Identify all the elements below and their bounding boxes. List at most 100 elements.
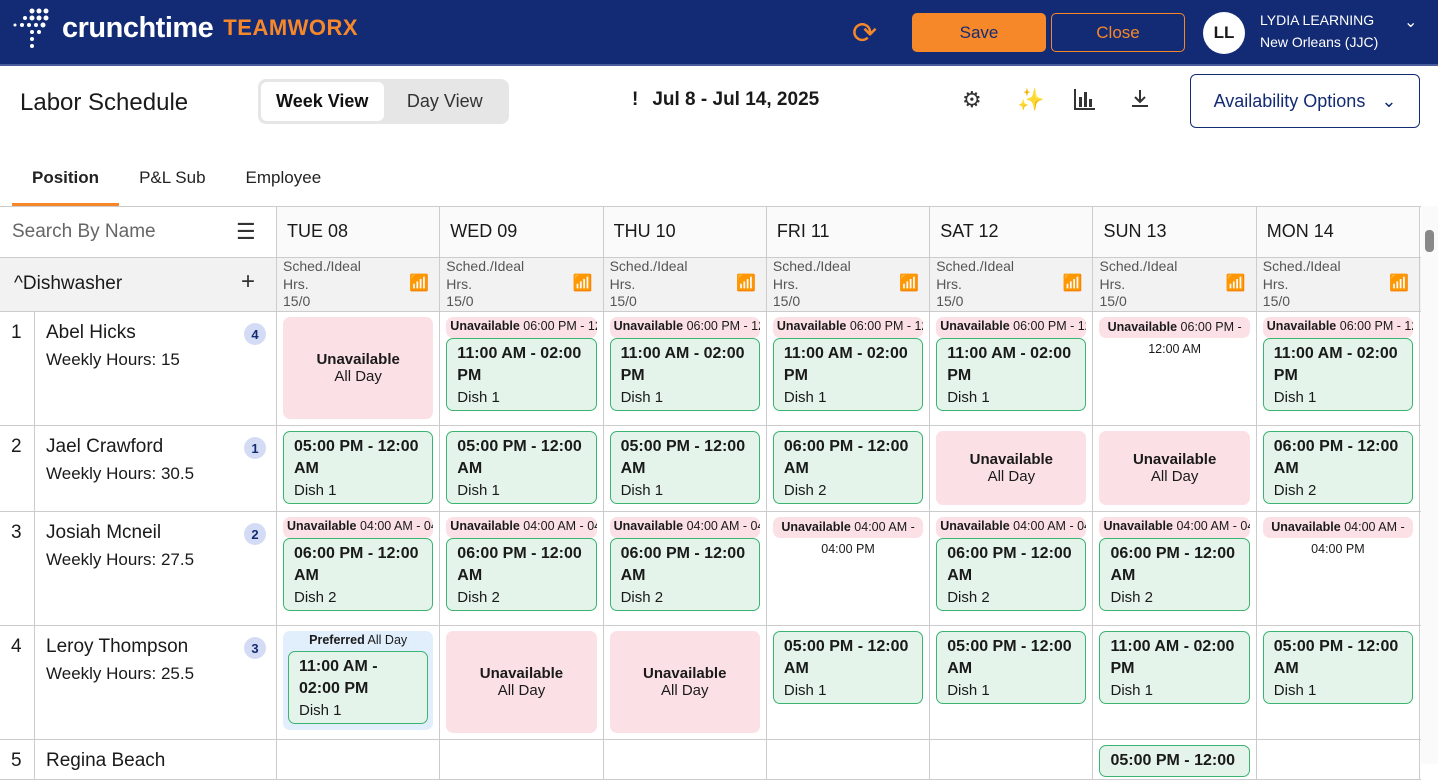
shift-card[interactable]: 06:00 PM - 12:00 AM Dish 2 [772, 431, 924, 504]
employee-name[interactable]: Abel Hicks [46, 322, 136, 343]
shift-card[interactable]: 11:00 AM - 02:00 PM Dish 1 [1099, 631, 1250, 704]
position-toggle[interactable]: ^Dishwasher [14, 273, 122, 295]
shift-card[interactable]: 11:00 AM - 02:00 PM Dish 1 [446, 338, 597, 411]
shift-card[interactable]: 06:00 PM - 12:00 AM Dish 2 [936, 538, 1087, 611]
shift-card[interactable]: 11:00 AM - 02:00 PM Dish 1 [936, 338, 1087, 411]
day-header[interactable]: TUE 08 [277, 207, 441, 257]
partial-unavailability[interactable]: Unavailable 06:00 PM - 12:00 AM [609, 317, 760, 338]
shift-card[interactable]: 11:00 AM - 02:00 PM Dish 1 [288, 651, 429, 724]
schedule-cell[interactable]: Unavailable 04:00 AM - 04:00 PM06:00 PM … [440, 512, 604, 625]
schedule-cell[interactable]: Unavailable 04:00 AM - 04:00 PM06:00 PM … [277, 512, 441, 625]
schedule-cell[interactable]: 05:00 PM - 12:00 AM Dish 1 [930, 626, 1094, 739]
shift-card[interactable]: 05:00 PM - 12:00 AM Dish 1 [446, 431, 597, 504]
unavailable-all-day[interactable]: Unavailable All Day [446, 631, 597, 733]
schedule-cell[interactable]: Unavailable 04:00 AM - 04:00 PM06:00 PM … [1093, 512, 1257, 625]
employee-name[interactable]: Regina Beach [46, 750, 166, 771]
vertical-scrollbar[interactable] [1421, 206, 1438, 764]
partial-unavailability[interactable]: Unavailable 06:00 PM - 12:00 AM [1262, 317, 1414, 338]
employee-name[interactable]: Jael Crawford [46, 436, 164, 457]
day-header[interactable]: WED 09 [440, 207, 604, 257]
partial-unavailability[interactable]: Unavailable 04:00 AM - 04:00 PM [936, 517, 1087, 538]
schedule-cell[interactable]: Unavailable 04:00 AM - 04:00 PM06:00 PM … [930, 512, 1094, 625]
shift-card[interactable]: 06:00 PM - 12:00 AM Dish 2 [446, 538, 597, 611]
schedule-cell[interactable]: Unavailable 06:00 PM - 12:00 AM11:00 AM … [767, 312, 931, 425]
employee-name[interactable]: Leroy Thompson [46, 636, 189, 657]
schedule-cell[interactable]: Unavailable 04:00 AM - 04:00 PM [1257, 512, 1421, 625]
schedule-cell[interactable]: 05:00 PM - 12:00 [1093, 740, 1257, 779]
day-header[interactable]: SAT 12 [930, 207, 1094, 257]
schedule-cell[interactable]: 05:00 PM - 12:00 AM Dish 1 [767, 626, 931, 739]
shift-card[interactable]: 06:00 PM - 12:00 AM Dish 2 [1262, 431, 1414, 504]
partial-unavailability[interactable]: Unavailable 04:00 AM - 04:00 PM [446, 517, 597, 538]
schedule-cell[interactable] [440, 740, 604, 779]
save-button[interactable]: Save [912, 13, 1046, 52]
partial-unavailability[interactable]: Unavailable 06:00 PM - 12:00 AM [1099, 317, 1250, 361]
avatar[interactable]: LL [1203, 12, 1245, 54]
shift-card[interactable]: 05:00 PM - 12:00 AM Dish 1 [1262, 631, 1414, 704]
schedule-cell[interactable]: Unavailable All Day [930, 426, 1094, 511]
schedule-cell[interactable]: 05:00 PM - 12:00 AM Dish 1 [1257, 626, 1421, 739]
schedule-cell[interactable]: Unavailable All Day [604, 626, 767, 739]
shift-card[interactable]: 06:00 PM - 12:00 AM Dish 2 [1099, 538, 1250, 611]
tab-position[interactable]: Position [12, 160, 120, 206]
shift-card[interactable]: 11:00 AM - 02:00 PM Dish 1 [609, 338, 760, 411]
week-view-button[interactable]: Week View [261, 82, 384, 121]
add-icon[interactable]: + [241, 268, 256, 295]
schedule-cell[interactable] [767, 740, 931, 779]
schedule-cell[interactable]: 11:00 AM - 02:00 PM Dish 1 [1093, 626, 1257, 739]
shift-card[interactable]: 05:00 PM - 12:00 AM Dish 1 [283, 431, 434, 504]
unavailable-all-day[interactable]: Unavailable All Day [609, 631, 760, 733]
close-button[interactable]: Close [1051, 13, 1185, 52]
trend-chart-icon[interactable]: 📶 [1225, 275, 1246, 292]
schedule-cell[interactable]: Unavailable 06:00 PM - 12:00 AM11:00 AM … [1257, 312, 1421, 425]
schedule-cell[interactable] [277, 740, 441, 779]
schedule-cell[interactable]: Preferred All Day 11:00 AM - 02:00 PM Dish… [277, 626, 441, 739]
schedule-cell[interactable]: 05:00 PM - 12:00 AM Dish 1 [277, 426, 441, 511]
shift-card[interactable]: 05:00 PM - 12:00 AM Dish 1 [936, 631, 1087, 704]
partial-unavailability[interactable]: Unavailable 04:00 AM - 04:00 PM [772, 517, 924, 561]
day-header[interactable]: SUN 13 [1093, 207, 1257, 257]
schedule-cell[interactable] [604, 740, 767, 779]
search-input[interactable]: Search By Name [8, 213, 224, 251]
schedule-cell[interactable]: 06:00 PM - 12:00 AM Dish 2 [767, 426, 931, 511]
shift-card[interactable]: 05:00 PM - 12:00 AM Dish 1 [772, 631, 924, 704]
bar-chart-icon[interactable] [1073, 87, 1097, 117]
shift-card[interactable]: 11:00 AM - 02:00 PM Dish 1 [772, 338, 924, 411]
sort-icon[interactable]: ☰ [236, 219, 256, 244]
trend-chart-icon[interactable]: 📶 [735, 275, 756, 292]
shift-card[interactable]: 06:00 PM - 12:00 AM Dish 2 [283, 538, 434, 611]
trend-chart-icon[interactable]: 📶 [1062, 275, 1083, 292]
schedule-cell[interactable]: Unavailable 06:00 PM - 12:00 AM11:00 AM … [930, 312, 1094, 425]
unavailable-all-day[interactable]: Unavailable All Day [936, 431, 1087, 505]
tab-pl-sub[interactable]: P&L Sub [139, 168, 206, 187]
partial-unavailability[interactable]: Unavailable 06:00 PM - 12:00 AM [446, 317, 597, 338]
shift-card[interactable]: 05:00 PM - 12:00 AM Dish 1 [609, 431, 760, 504]
shift-card[interactable]: 11:00 AM - 02:00 PM Dish 1 [1262, 338, 1414, 411]
schedule-cell[interactable]: Unavailable All Day [277, 312, 441, 425]
trend-chart-icon[interactable]: 📶 [572, 275, 593, 292]
schedule-cell[interactable]: Unavailable 06:00 PM - 12:00 AM [1093, 312, 1257, 425]
day-header[interactable]: FRI 11 [766, 207, 931, 257]
schedule-cell[interactable]: Unavailable All Day [1093, 426, 1257, 511]
scrollbar-thumb[interactable] [1425, 230, 1434, 252]
shift-card[interactable]: 05:00 PM - 12:00 [1099, 745, 1250, 777]
day-header[interactable]: MON 14 [1256, 207, 1421, 257]
shift-card[interactable]: 06:00 PM - 12:00 AM Dish 2 [609, 538, 760, 611]
partial-unavailability[interactable]: Unavailable 06:00 PM - 12:00 AM [772, 317, 924, 338]
schedule-cell[interactable]: Unavailable 06:00 PM - 12:00 AM11:00 AM … [440, 312, 604, 425]
schedule-cell[interactable] [930, 740, 1094, 779]
day-header[interactable]: THU 10 [603, 207, 767, 257]
schedule-cell[interactable] [1257, 740, 1421, 779]
day-view-button[interactable]: Day View [406, 91, 483, 111]
partial-unavailability[interactable]: Unavailable 04:00 AM - 04:00 PM [1099, 517, 1250, 538]
schedule-cell[interactable]: 05:00 PM - 12:00 AM Dish 1 [604, 426, 767, 511]
trend-chart-icon[interactable]: 📶 [899, 275, 920, 292]
partial-unavailability[interactable]: Unavailable 04:00 AM - 04:00 PM [609, 517, 760, 538]
download-icon[interactable] [1128, 87, 1152, 117]
partial-unavailability[interactable]: Unavailable 06:00 PM - 12:00 AM [936, 317, 1087, 338]
gear-icon[interactable]: ⚙ [962, 87, 982, 112]
schedule-cell[interactable]: Unavailable 04:00 AM - 04:00 PM06:00 PM … [604, 512, 767, 625]
schedule-cell[interactable]: Unavailable 04:00 AM - 04:00 PM [767, 512, 931, 625]
partial-unavailability[interactable]: Unavailable 04:00 AM - 04:00 PM [1262, 517, 1414, 561]
schedule-cell[interactable]: 06:00 PM - 12:00 AM Dish 2 [1257, 426, 1421, 511]
